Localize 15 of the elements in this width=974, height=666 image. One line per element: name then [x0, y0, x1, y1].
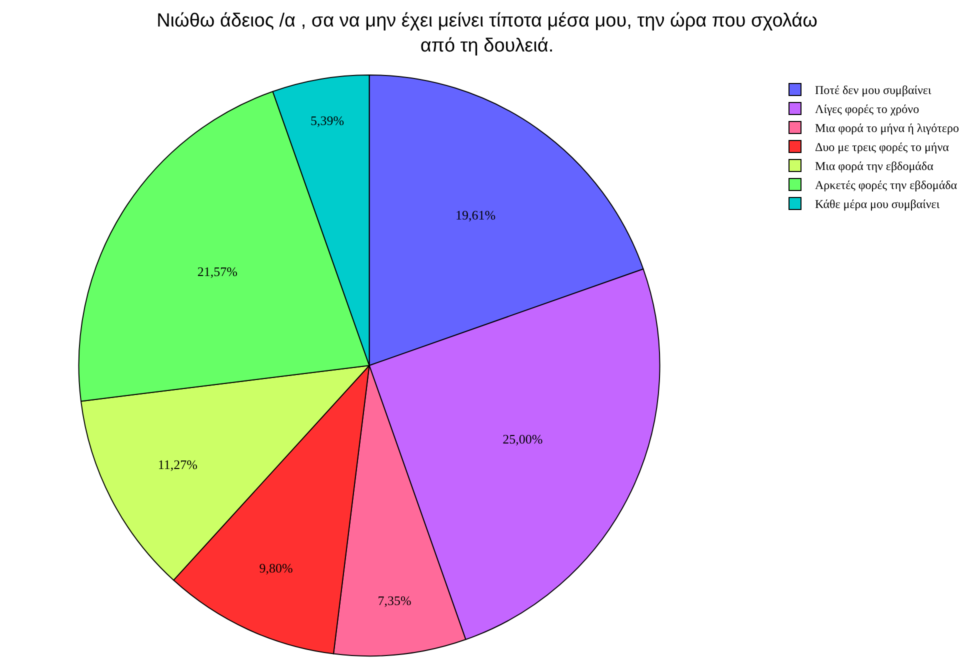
- data-label: 21,57%: [197, 264, 238, 280]
- data-label: 7,35%: [378, 593, 412, 608]
- legend-label: Λίγες φορές το χρόνο: [815, 102, 920, 116]
- legend-label: Κάθε μέρα μου συμβαίνει: [815, 197, 940, 212]
- legend-label: Μια φορά το μήνα ή λιγότερο: [815, 121, 959, 136]
- data-label: 19,61%: [456, 208, 496, 223]
- chart-title: Νιώθω άδειος /α , σα να μην έχει μείνει τίποτα μέσα μου, την ώρα που σχολάω από τη δουλειά.: [156, 10, 818, 56]
- legend-label: Μια φορά την εβδομάδα: [815, 159, 934, 174]
- data-label: 9,80%: [259, 560, 293, 576]
- legend-label: Ποτέ δεν μου συμβαίνει: [815, 83, 932, 98]
- data-label: 11,27%: [158, 457, 198, 472]
- data-label: 25,00%: [502, 432, 543, 447]
- legend-label: Αρκετές φορές την εβδομάδα: [815, 178, 958, 192]
- legend-label: Δυο με τρεις φορές το μήνα: [815, 140, 950, 154]
- data-label: 5,39%: [310, 112, 344, 128]
